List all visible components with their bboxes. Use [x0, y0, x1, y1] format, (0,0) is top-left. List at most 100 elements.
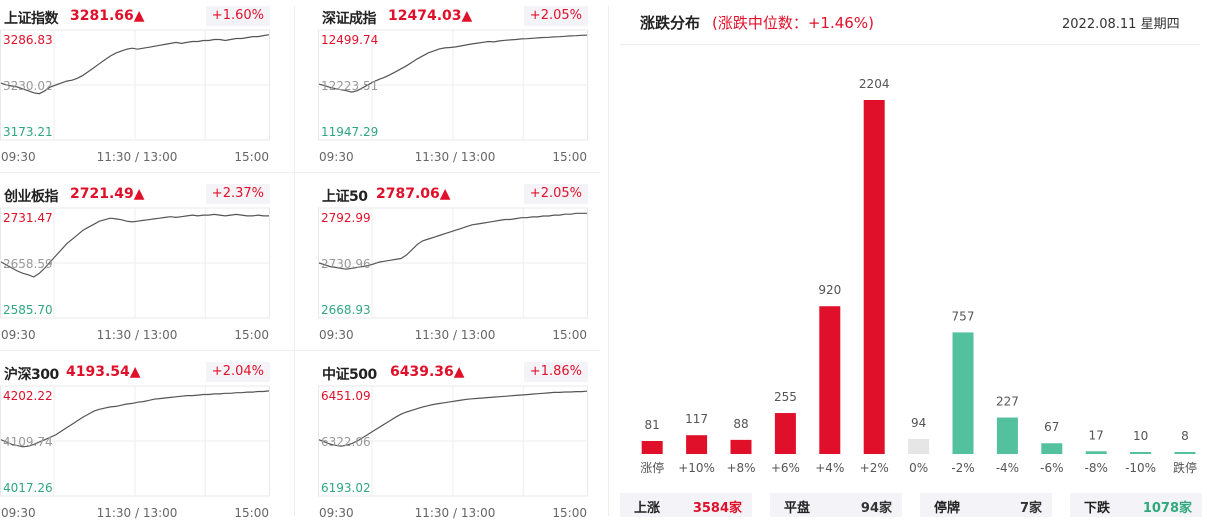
index-header: 上证指数 3281.66▲ +1.60% — [2, 6, 270, 28]
time-tick-label: 09:30 — [1, 506, 36, 520]
row-divider — [0, 172, 600, 173]
stat-value: 3584家 — [692, 501, 742, 516]
time-tick-label: 09:30 — [319, 506, 354, 520]
category-label: -8% — [1085, 461, 1108, 475]
row-divider — [0, 350, 600, 351]
distribution-title: 涨跌分布 — [640, 14, 701, 32]
index-price: 6439.36▲ — [390, 364, 465, 380]
index-price: 12474.03▲ — [388, 8, 473, 24]
index-card-3[interactable]: 上证50 2787.06▲ +2.05% 2792.99 2730.96 2668.… — [318, 178, 588, 348]
category-label: -10% — [1125, 461, 1156, 475]
category-label: +8% — [726, 461, 755, 475]
time-tick-label: 09:30 — [1, 150, 36, 164]
price-line — [318, 390, 588, 447]
bar-6 — [908, 438, 930, 454]
time-tick-label: 15:00 — [552, 328, 587, 342]
distribution-median: (涨跌中位数：+1.46%) — [712, 14, 874, 32]
time-tick-label: 15:00 — [234, 328, 269, 342]
time-tick-label: 11:30 / 13:00 — [415, 150, 496, 164]
axis-high-label: 2731.47 — [3, 211, 53, 225]
index-change-badge: +2.37% — [205, 184, 270, 204]
column-divider — [294, 6, 295, 516]
bar-9 — [1041, 443, 1063, 454]
stat-label: 下跌 — [1084, 501, 1111, 516]
index-card-0[interactable]: 上证指数 3281.66▲ +1.60% 3286.83 3230.02 3173.… — [0, 0, 270, 170]
axis-high-label: 2792.99 — [321, 211, 371, 225]
stat-flat: 平盘 94家 — [770, 493, 902, 517]
index-card-5[interactable]: 中证500 6439.36▲ +1.86% 6451.09 6322.06 6193… — [318, 356, 588, 522]
time-tick-label: 11:30 / 13:00 — [97, 506, 178, 520]
index-card-1[interactable]: 深证成指 12474.03▲ +2.05% 12499.74 12223.51 11… — [318, 0, 588, 170]
axis-high-label: 12499.74 — [321, 33, 378, 47]
time-tick-label: 15:00 — [552, 150, 587, 164]
index-price: 4193.54▲ — [66, 364, 141, 380]
index-change-badge: +2.05% — [523, 184, 588, 204]
category-label: +4% — [815, 461, 844, 475]
index-price: 2787.06▲ — [376, 186, 451, 202]
axis-low-label: 3173.21 — [3, 125, 53, 139]
price-line — [0, 34, 270, 95]
index-change-badge: +1.60% — [205, 6, 270, 26]
category-label: 0% — [909, 461, 928, 475]
stat-value: 94家 — [860, 501, 892, 516]
index-card-2[interactable]: 创业板指 2721.49▲ +2.37% 2731.47 2658.59 2585.… — [0, 178, 270, 348]
intraday-chart: 2731.47 2658.59 2585.70 09:30 11:30 / 13:00 1… — [0, 207, 270, 342]
bar-value-label: 8 — [1181, 429, 1189, 443]
axis-high-label: 6451.09 — [321, 389, 371, 403]
category-label: -6% — [1040, 461, 1063, 475]
bar-3 — [774, 413, 796, 454]
price-line — [0, 213, 269, 278]
stat-label: 上涨 — [634, 501, 661, 516]
time-tick-label: 09:30 — [1, 328, 36, 342]
bar-value-label: 255 — [774, 390, 797, 404]
axis-low-label: 2668.93 — [321, 303, 371, 317]
distribution-bar-chart: 81 涨停 117 +10% 88 +8% 255 +6% 920 +4% 2204 +2% 94 0% 7… — [640, 77, 1197, 475]
bar-11 — [1130, 452, 1152, 454]
column-divider — [608, 6, 609, 516]
intraday-chart: 12499.74 12223.51 11947.29 09:30 11:30 / 13:… — [318, 29, 588, 164]
category-label: -2% — [951, 461, 974, 475]
bar-1 — [686, 435, 708, 454]
index-header: 沪深300 4193.54▲ +2.04% — [2, 362, 270, 384]
index-change-badge: +2.04% — [205, 362, 270, 382]
index-header: 深证成指 12474.03▲ +2.05% — [320, 6, 588, 28]
bar-value-label: 227 — [996, 395, 1019, 409]
index-name: 中证500 — [322, 367, 377, 383]
stat-value: 1078家 — [1142, 501, 1192, 516]
time-tick-label: 15:00 — [234, 150, 269, 164]
index-price: 2721.49▲ — [70, 186, 145, 202]
axis-mid-label: 3230.02 — [3, 79, 53, 93]
stat-label: 平盘 — [784, 501, 811, 516]
intraday-chart: 4202.22 4109.74 4017.26 09:30 11:30 / 13:00 1… — [0, 385, 270, 520]
index-card-4[interactable]: 沪深300 4193.54▲ +2.04% 4202.22 4109.74 4017… — [0, 356, 270, 522]
bar-value-label: 757 — [952, 309, 975, 323]
axis-low-label: 6193.02 — [321, 481, 371, 495]
index-name: 深证成指 — [322, 11, 377, 27]
bar-0 — [641, 440, 663, 454]
distribution-date: 2022.08.11 星期四 — [1062, 17, 1180, 32]
axis-mid-label: 4109.74 — [3, 435, 53, 449]
price-line — [318, 212, 587, 270]
bar-value-label: 920 — [818, 283, 841, 297]
axis-low-label: 4017.26 — [3, 481, 53, 495]
category-label: +2% — [860, 461, 889, 475]
index-change-badge: +2.05% — [523, 6, 588, 26]
index-header: 上证50 2787.06▲ +2.05% — [320, 184, 588, 206]
axis-mid-label: 6322.06 — [321, 435, 371, 449]
axis-high-label: 3286.83 — [3, 33, 53, 47]
stat-suspended: 停牌 7家 — [920, 493, 1052, 517]
axis-mid-label: 12223.51 — [321, 79, 378, 93]
axis-mid-label: 2730.96 — [321, 257, 371, 271]
index-name: 上证50 — [322, 189, 368, 205]
intraday-chart: 6451.09 6322.06 6193.02 09:30 11:30 / 13:00 1… — [318, 385, 588, 520]
category-label: -4% — [996, 461, 1019, 475]
axis-low-label: 11947.29 — [321, 125, 378, 139]
time-tick-label: 11:30 / 13:00 — [97, 150, 178, 164]
time-tick-label: 09:30 — [319, 328, 354, 342]
panel-divider — [620, 44, 1200, 45]
index-name: 沪深300 — [4, 367, 59, 383]
bar-value-label: 94 — [911, 416, 926, 430]
index-name: 上证指数 — [4, 11, 59, 27]
axis-low-label: 2585.70 — [3, 303, 53, 317]
intraday-chart: 3286.83 3230.02 3173.21 09:30 11:30 / 13:00 1… — [0, 29, 270, 164]
